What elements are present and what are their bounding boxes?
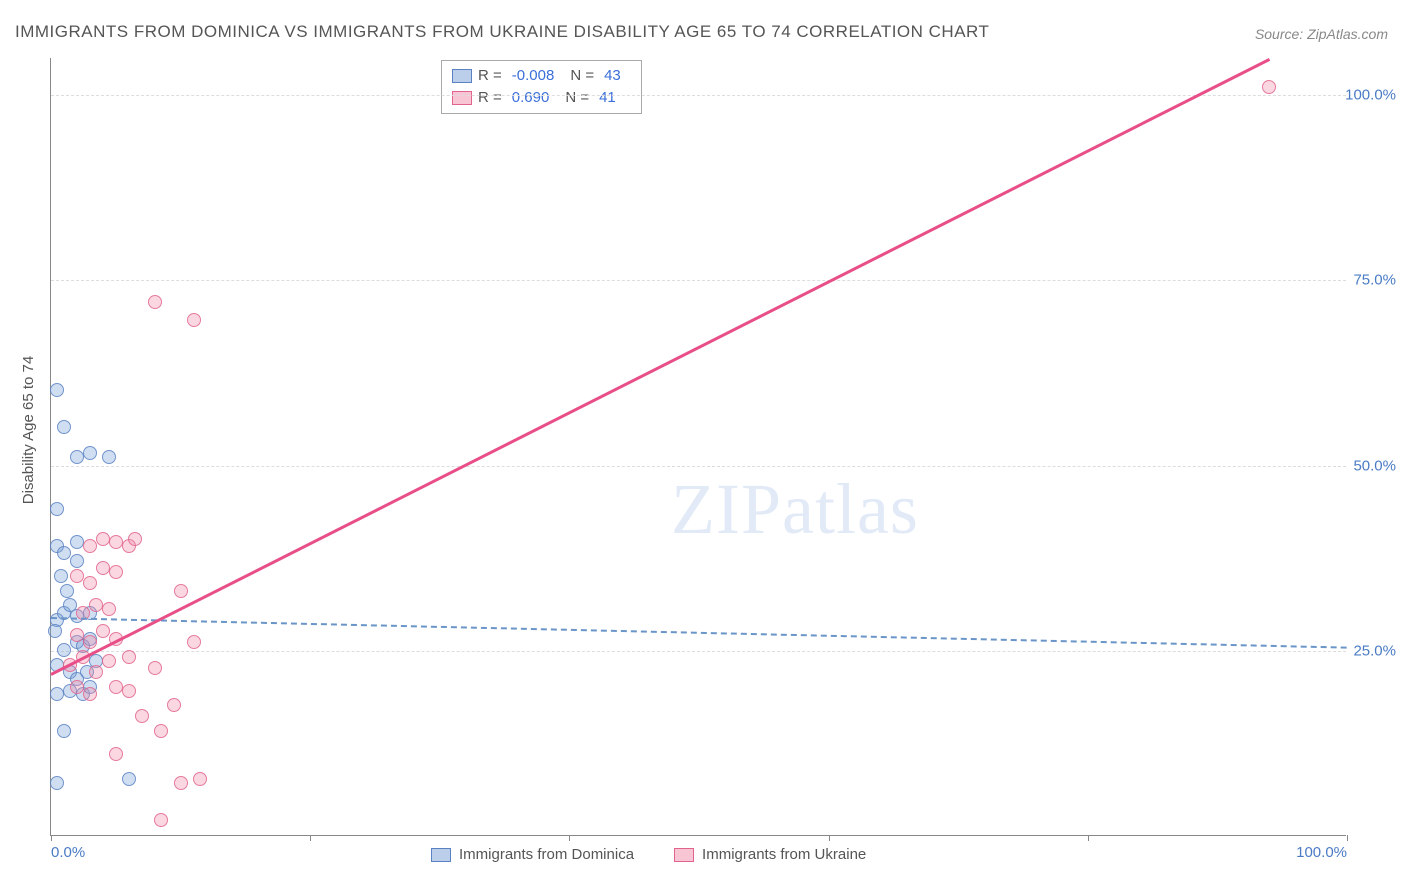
gridline [51,466,1346,467]
legend-stats: R = -0.008 N = 43 R = 0.690 N = 41 [441,60,642,114]
swatch-blue-icon [431,848,451,862]
n-value: 41 [595,87,626,109]
r-label: R = [478,65,502,87]
r-value: -0.008 [508,65,565,87]
data-point [57,724,71,738]
data-point [70,535,84,549]
data-point [1262,80,1276,94]
data-point [193,772,207,786]
x-tick-label: 100.0% [1296,844,1347,861]
data-point [109,535,123,549]
gridline [51,651,1346,652]
data-point [70,680,84,694]
x-tick-label: 0.0% [51,844,85,861]
data-point [96,561,110,575]
data-point [54,569,68,583]
data-point [148,295,162,309]
plot-area: ZIPatlas R = -0.008 N = 43 R = 0.690 N =… [50,58,1346,836]
trendline-ukraine [50,58,1270,676]
x-tick [829,835,830,841]
n-label: N = [565,87,589,109]
data-point [57,420,71,434]
data-point [96,624,110,638]
data-point [83,635,97,649]
data-point [70,450,84,464]
data-point [154,813,168,827]
data-point [48,624,62,638]
n-value: 43 [600,65,631,87]
x-tick [310,835,311,841]
x-tick [1088,835,1089,841]
x-tick [569,835,570,841]
y-tick-label: 75.0% [1353,272,1396,289]
data-point [109,680,123,694]
chart-container: IMMIGRANTS FROM DOMINICA VS IMMIGRANTS F… [0,0,1406,892]
swatch-pink-icon [452,91,472,105]
data-point [60,584,74,598]
data-point [167,698,181,712]
data-point [89,598,103,612]
chart-title: IMMIGRANTS FROM DOMINICA VS IMMIGRANTS F… [15,22,989,42]
data-point [50,687,64,701]
data-point [174,584,188,598]
y-axis-label: Disability Age 65 to 74 [20,356,37,504]
trendline-dominica [51,617,1347,649]
legend-item-dominica: Immigrants from Dominica [431,846,634,863]
data-point [102,602,116,616]
data-point [57,546,71,560]
legend-label: Immigrants from Dominica [459,846,634,863]
legend-item-ukraine: Immigrants from Ukraine [674,846,866,863]
data-point [83,687,97,701]
data-point [70,628,84,642]
swatch-blue-icon [452,69,472,83]
data-point [122,684,136,698]
data-point [70,554,84,568]
data-point [109,565,123,579]
data-point [83,576,97,590]
data-point [109,747,123,761]
legend-row-blue: R = -0.008 N = 43 [452,65,631,87]
data-point [102,654,116,668]
data-point [50,502,64,516]
data-point [102,450,116,464]
y-tick-label: 100.0% [1345,87,1396,104]
data-point [148,661,162,675]
data-point [187,313,201,327]
data-point [122,650,136,664]
x-tick [51,835,52,841]
data-point [83,446,97,460]
gridline [51,95,1346,96]
data-point [50,776,64,790]
y-tick-label: 50.0% [1353,457,1396,474]
data-point [135,709,149,723]
data-point [70,569,84,583]
data-point [174,776,188,790]
n-label: N = [570,65,594,87]
x-tick [1347,835,1348,841]
r-label: R = [478,87,502,109]
legend-row-pink: R = 0.690 N = 41 [452,87,631,109]
data-point [96,532,110,546]
legend-label: Immigrants from Ukraine [702,846,866,863]
data-point [57,643,71,657]
source-label: Source: ZipAtlas.com [1255,26,1388,42]
data-point [154,724,168,738]
data-point [83,539,97,553]
data-point [89,665,103,679]
data-point [50,383,64,397]
gridline [51,280,1346,281]
data-point [122,772,136,786]
swatch-pink-icon [674,848,694,862]
legend-series: Immigrants from Dominica Immigrants from… [431,846,866,863]
data-point [187,635,201,649]
y-tick-label: 25.0% [1353,642,1396,659]
r-value: 0.690 [508,87,560,109]
watermark: ZIPatlas [671,468,919,551]
data-point [63,598,77,612]
data-point [128,532,142,546]
